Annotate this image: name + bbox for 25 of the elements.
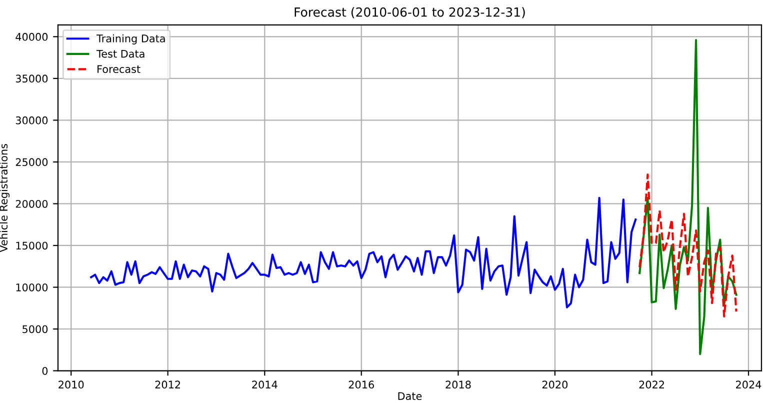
x-tick-label: 2018: [446, 380, 471, 389]
legend-label: Training Data: [96, 34, 165, 44]
y-tick-label: 40000: [16, 32, 48, 41]
x-tick-label: 2020: [542, 380, 568, 389]
x-tick-label: 2010: [58, 380, 84, 389]
y-tick-label: 35000: [16, 74, 48, 83]
x-tick-label: 2014: [252, 380, 278, 389]
x-tick-label: 2016: [348, 380, 374, 389]
y-tick-label: 15000: [16, 242, 48, 250]
y-tick-label: 5000: [22, 325, 48, 334]
line-series: [638, 38, 738, 356]
line-series: [638, 173, 738, 318]
y-tick-label: 10000: [16, 283, 48, 292]
line-series: [90, 196, 637, 308]
x-tick-label: 2022: [639, 380, 664, 389]
x-tick-label: 2012: [155, 380, 180, 389]
chart-title: Forecast (2010-06-01 to 2023-12-31): [294, 7, 525, 18]
x-axis-title: Date: [398, 392, 422, 400]
y-tick-label: 30000: [16, 116, 48, 124]
x-tick-label: 2024: [736, 380, 762, 389]
y-tick-label: 25000: [16, 158, 48, 166]
y-tick-label: 20000: [16, 200, 48, 208]
legend-label: Forecast: [98, 65, 140, 74]
y-tick-label: 0: [42, 366, 48, 375]
legend-label: Test Data: [96, 50, 144, 58]
